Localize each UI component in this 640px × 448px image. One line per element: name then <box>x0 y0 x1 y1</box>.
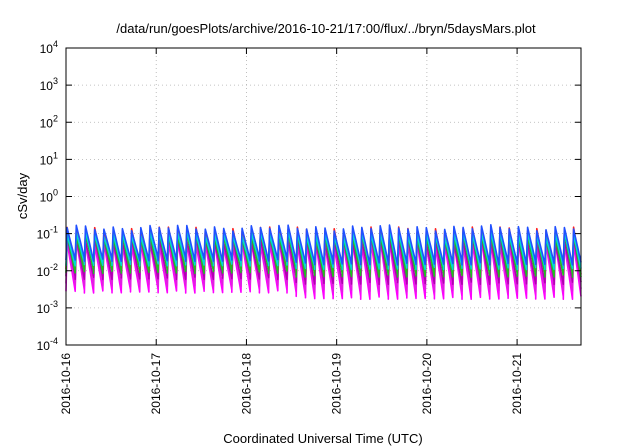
series-layer <box>65 224 582 300</box>
y-tick-labels: 10-4 10-3 10-2 10-1 100 101 102 103 104 <box>37 39 58 353</box>
x-tick-labels: 2016-10-16 2016-10-17 2016-10-18 2016-10-19… <box>59 353 524 415</box>
x-axis-label: Coordinated Universal Time (UTC) <box>223 431 422 446</box>
series-line-3 <box>65 235 582 286</box>
grid <box>66 48 581 345</box>
x-tick-label: 2016-10-19 <box>330 353 344 415</box>
x-tick-label: 2016-10-17 <box>149 353 163 415</box>
x-tick-label: 2016-10-16 <box>59 353 73 415</box>
y-tick-label: 10-2 <box>37 262 58 279</box>
y-tick-label: 10-1 <box>37 225 58 242</box>
x-tick-label: 2016-10-20 <box>420 353 434 415</box>
y-tick-label: 101 <box>40 150 58 167</box>
y-axis-label: cSv/day <box>15 172 30 219</box>
y-tick-label: 103 <box>40 76 58 93</box>
series-line-5 <box>65 231 582 278</box>
series-line-6 <box>65 230 582 271</box>
chart-title: /data/run/goesPlots/archive/2016-10-21/1… <box>116 21 536 36</box>
plot-frame <box>65 47 582 346</box>
y-tick-label: 104 <box>40 39 58 56</box>
y-tick-label: 10-4 <box>37 336 58 353</box>
y-tick-label: 102 <box>40 113 58 130</box>
ticks <box>65 47 581 346</box>
x-tick-label: 2016-10-21 <box>510 353 524 415</box>
series-line-7 <box>65 224 582 266</box>
x-tick-label: 2016-10-18 <box>239 353 253 415</box>
y-tick-label: 10-3 <box>37 299 58 316</box>
y-tick-label: 100 <box>40 188 58 205</box>
